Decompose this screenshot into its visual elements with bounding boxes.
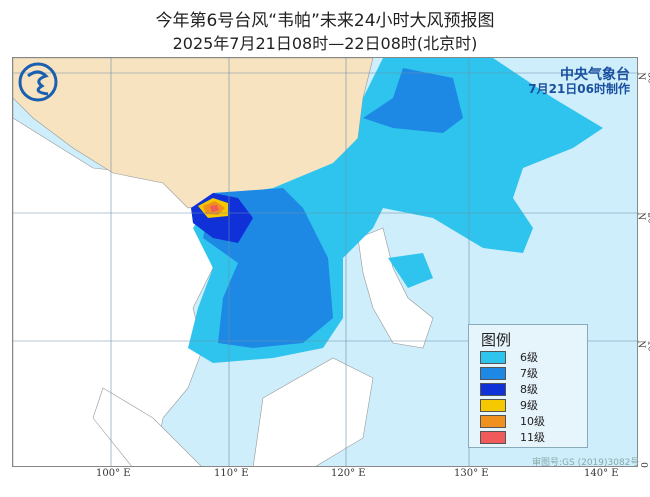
legend-label: 6级 [520,351,538,364]
lon-label: 140° E [584,468,619,479]
legend-item: 11级 [480,430,545,444]
lon-label: 100° E [96,468,131,479]
lon-label: 120° E [331,468,366,479]
agency-name: 中央气象台 [560,67,630,83]
lon-label: 110° E [214,468,249,479]
legend-label: 7级 [520,367,538,380]
legend-item: 9级 [480,398,538,412]
sumatra-land [92,387,202,466]
map-subtitle: 2025年7月21日08时—22日08时(北京时) [172,34,478,53]
legend-title: 图例 [481,331,512,349]
legend-swatch [480,350,506,364]
legend-swatch [480,430,506,444]
lat-label: 20 N [635,212,650,224]
legend-swatch [480,366,506,380]
wind-zone-7-north [363,68,463,133]
graticule [13,58,637,466]
wind-forecast-map [12,57,638,467]
lat-label: 10 N [635,340,650,352]
map-title: 今年第6号台风“韦帕”未来24小时大风预报图 [155,11,495,31]
legend-item: 6级 [480,350,538,364]
legend-item: 10级 [480,414,545,428]
legend-label: 9级 [520,399,538,412]
lat-label: 30 N [635,72,650,84]
legend-swatch [480,382,506,396]
legend-swatch [480,414,506,428]
legend-item: 8级 [480,382,538,396]
map-approval-number: 审图号:GS (2019)3082号 [532,458,640,468]
issued-time: 7月21日06时制作 [528,82,630,96]
legend-item: 7级 [480,366,538,380]
legend-label: 11级 [520,431,545,444]
legend-swatch [480,398,506,412]
wind-zone-11 [210,205,219,212]
philippines-land [357,227,434,349]
lon-label: 130° E [454,468,489,479]
legend: 图例 6级 7级 8级 9级 10级 11级 [468,324,588,448]
legend-label: 8级 [520,383,538,396]
borneo-land [252,357,374,466]
legend-label: 10级 [520,415,545,428]
wind-zone-6-east [388,253,433,288]
cma-logo [18,62,58,102]
